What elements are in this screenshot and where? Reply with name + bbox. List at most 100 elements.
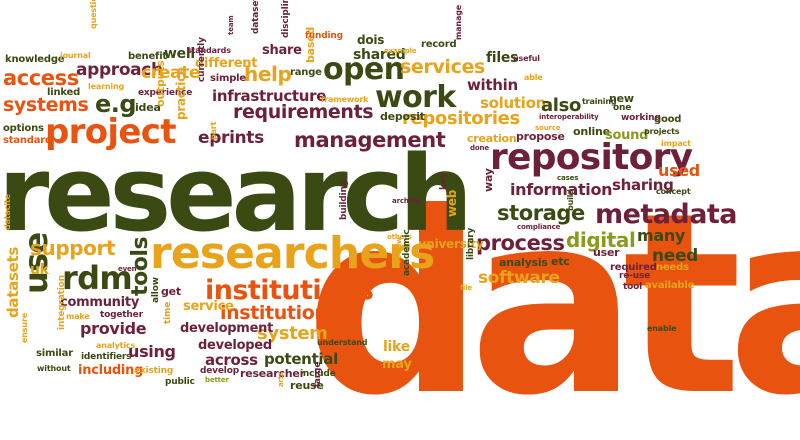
cloud-word-e-g: e.g xyxy=(95,90,137,118)
cloud-word-file: file xyxy=(460,284,473,292)
cloud-word-researchers: researchers xyxy=(150,228,435,279)
cloud-word-linked: linked xyxy=(47,87,81,98)
cloud-word-questions: questions xyxy=(89,0,98,29)
cloud-word-deposit: deposit xyxy=(380,110,425,123)
cloud-word-community: community xyxy=(60,295,140,310)
cloud-word-information: information xyxy=(510,180,613,199)
cloud-word-public: public xyxy=(165,377,195,387)
cloud-word-creation: creation xyxy=(467,132,517,145)
cloud-word-dataset: dataset xyxy=(251,0,261,34)
cloud-word-library: library xyxy=(466,227,476,260)
cloud-word-provide: provide xyxy=(80,319,147,338)
cloud-word-good: good xyxy=(654,114,682,125)
cloud-word-outputs: outputs xyxy=(154,60,167,107)
cloud-word-journal: journal xyxy=(60,51,91,60)
cloud-word-online: online xyxy=(573,125,610,138)
cloud-word-range: range xyxy=(290,67,322,78)
cloud-word-required: required xyxy=(610,262,657,273)
cloud-word-storage: storage xyxy=(497,201,585,225)
cloud-word-ensure: ensure xyxy=(20,313,29,343)
cloud-word-propose: propose xyxy=(516,130,565,143)
cloud-word-many: many xyxy=(637,226,686,245)
cloud-word-web: web xyxy=(445,189,459,217)
cloud-word-institutions: institutions xyxy=(205,275,374,306)
cloud-word-understand: understand xyxy=(317,338,368,347)
cloud-word-together: together xyxy=(100,310,143,320)
cloud-word-management: management xyxy=(294,128,446,152)
cloud-word-university: university xyxy=(418,237,484,251)
cloud-word-available: available xyxy=(645,280,695,291)
cloud-word-part: part xyxy=(209,121,218,140)
cloud-word-large: large xyxy=(313,361,323,387)
cloud-word-potential: potential xyxy=(264,350,338,368)
cloud-word-idea: idea xyxy=(135,101,161,114)
cloud-word-impact: impact xyxy=(661,139,691,148)
cloud-word-key: key xyxy=(439,172,449,190)
cloud-word-data: data xyxy=(305,159,800,440)
cloud-word-share: share xyxy=(262,43,302,58)
cloud-word-repositories: repositories xyxy=(402,108,520,129)
cloud-word-repository: repository xyxy=(490,137,693,178)
cloud-word-system: system xyxy=(257,323,328,344)
cloud-word-research: research xyxy=(0,133,473,255)
cloud-word-projects: projects xyxy=(644,127,680,136)
cloud-word-shared: shared xyxy=(353,47,406,63)
cloud-word-help: help xyxy=(244,62,292,86)
cloud-word-like: like xyxy=(383,339,410,355)
cloud-word-training: training xyxy=(582,97,617,106)
cloud-word-work: work xyxy=(375,80,456,115)
cloud-word-sound: sound xyxy=(605,128,649,143)
cloud-word-experience: experience xyxy=(138,88,193,98)
cloud-word-using: using xyxy=(128,342,176,361)
cloud-word-done: done xyxy=(470,144,489,152)
cloud-word-time: time xyxy=(163,301,173,324)
cloud-word-solution: solution xyxy=(480,94,546,112)
cloud-word-infrastructure: infrastructure xyxy=(212,87,327,105)
cloud-word-arts: arts xyxy=(277,371,285,387)
cloud-word-also: also xyxy=(541,95,581,116)
cloud-word-analytics: analytics xyxy=(96,341,136,350)
cloud-word-development: development xyxy=(180,321,274,336)
cloud-word-sharing: sharing xyxy=(612,176,674,194)
cloud-word-learning: learning xyxy=(88,82,125,91)
cloud-word-record: record xyxy=(421,39,457,50)
cloud-word-include: include xyxy=(300,369,336,379)
cloud-word-one: one xyxy=(613,103,632,113)
cloud-word-framework: framework xyxy=(321,95,369,104)
cloud-word-need: need xyxy=(652,246,698,266)
cloud-word-including: including xyxy=(78,363,144,378)
cloud-word-reuse: reuse xyxy=(290,379,324,392)
cloud-word-cases: cases xyxy=(557,174,579,182)
cloud-word-existing: existing xyxy=(134,366,174,376)
cloud-word-develop: develop xyxy=(200,366,239,376)
cloud-word-academic: academic xyxy=(402,229,412,276)
cloud-word-rdm: rdm xyxy=(62,259,133,297)
cloud-word-used: used xyxy=(658,161,700,180)
cloud-word-able: able xyxy=(524,73,543,82)
cloud-word-approach: approach xyxy=(76,60,163,80)
cloud-word-researcher: researcher xyxy=(240,367,305,380)
cloud-word-dois: dois xyxy=(357,33,385,47)
cloud-word-service: service xyxy=(183,299,234,314)
cloud-word-support: support xyxy=(30,236,116,260)
cloud-word-across: across xyxy=(205,351,258,369)
cloud-word-software: software xyxy=(478,268,560,288)
cloud-word-access: access xyxy=(3,66,79,90)
cloud-word-files: files xyxy=(486,50,519,66)
cloud-word-uk: uk xyxy=(30,262,49,278)
cloud-word-standard: standard xyxy=(3,135,52,146)
cloud-word-make: make xyxy=(66,312,90,321)
cloud-word-concept: concept xyxy=(656,187,691,196)
cloud-word-datacite: datacite xyxy=(3,194,12,230)
cloud-word-process: process xyxy=(476,231,565,255)
cloud-word-new: new xyxy=(609,92,634,105)
cloud-word-tool: tool xyxy=(623,282,643,292)
cloud-word-institutional: institutional xyxy=(220,302,347,324)
cloud-word-currently: currently xyxy=(197,37,207,82)
cloud-word-others: others xyxy=(387,233,412,241)
cloud-word-well: well xyxy=(164,46,195,62)
cloud-word-useful: useful xyxy=(513,54,540,63)
cloud-word-create: create xyxy=(141,63,201,83)
cloud-word-archive: archive xyxy=(392,197,421,205)
